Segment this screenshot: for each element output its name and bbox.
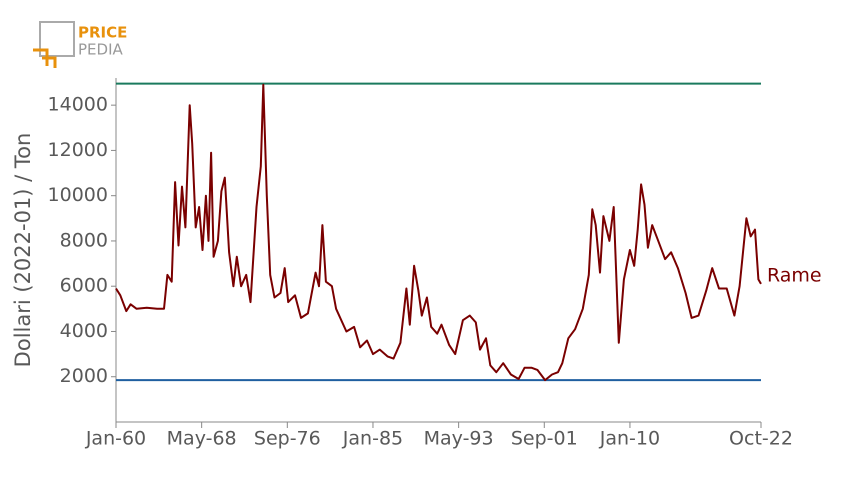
y-tick-label: 4000 [60,320,108,342]
x-tick-label: Jan-60 [85,428,146,450]
x-tick-label: May-93 [424,428,494,450]
x-tick-label: Oct-22 [729,428,793,450]
logo-text: PEDIA [78,41,123,59]
logo-mark [33,48,57,68]
x-tick-label: Jan-85 [342,428,403,450]
series-label: Rame [767,264,822,286]
logo-frame [39,21,75,57]
y-tick-label: 6000 [60,275,108,297]
x-tick-label: May-68 [167,428,237,450]
y-tick-label: 14000 [48,94,108,116]
logo: PRICE PEDIA [33,21,127,68]
series-line [115,83,762,382]
y-tick-label: 2000 [60,365,108,387]
x-tick-label: Sep-76 [254,428,321,450]
x-tick-label: Jan-10 [599,428,660,450]
y-axis-title: Dollari (2022-01) / Ton [11,133,35,368]
y-tick-label: 10000 [48,184,108,206]
y-tick-label: 8000 [60,229,108,251]
x-tick-label: Sep-01 [511,428,578,450]
logo-text: PRICE [78,24,127,42]
y-tick-label: 12000 [48,139,108,161]
